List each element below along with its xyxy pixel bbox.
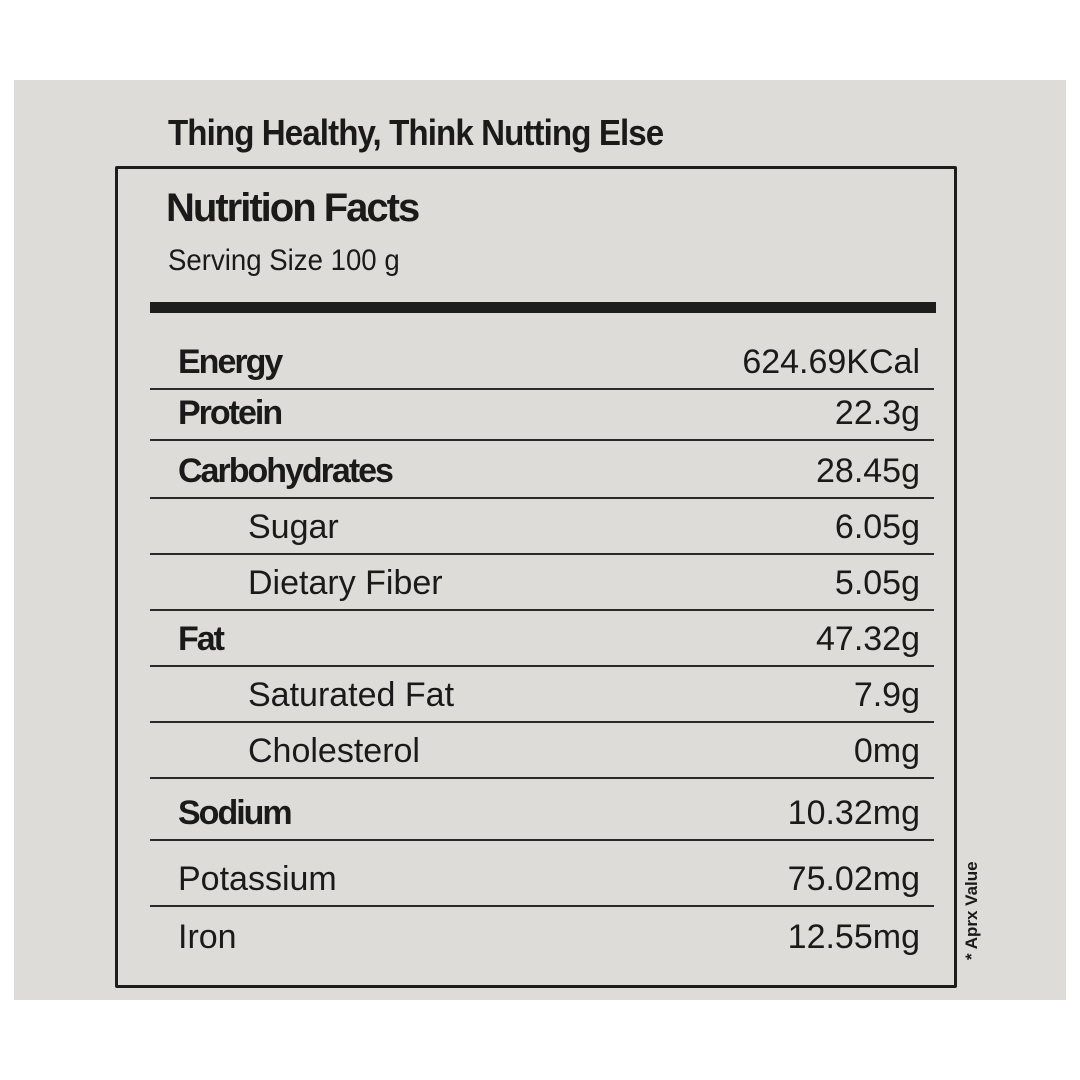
- nutrient-row-protein: Protein 22.3g: [150, 386, 934, 441]
- nutrient-value: 5.05g: [834, 564, 920, 602]
- nutrient-name: Saturated Fat: [248, 676, 455, 714]
- tagline: Thing Healthy, Think Nutting Else: [168, 112, 664, 153]
- label-background: [14, 80, 1066, 1000]
- nutrient-name: Cholesterol: [248, 732, 420, 770]
- nutrient-name: Sodium: [178, 794, 293, 832]
- nutrient-row-fat: Fat 47.32g: [150, 609, 934, 667]
- nutrient-name: Energy: [178, 343, 283, 381]
- nutrient-name: Sugar: [248, 508, 339, 546]
- nutrient-row-carbohydrates: Carbohydrates 28.45g: [150, 441, 934, 499]
- nutrient-row-potassium: Potassium 75.02mg: [150, 841, 934, 907]
- nutrition-facts-box: [115, 166, 957, 988]
- nutrient-row-energy: Energy 624.69KCal: [150, 332, 934, 390]
- nutrition-facts-title: Nutrition Facts: [166, 186, 420, 230]
- nutrient-value: 6.05g: [834, 508, 920, 546]
- nutrient-value: 7.9g: [853, 676, 920, 714]
- serving-size: Serving Size 100 g: [168, 244, 400, 277]
- nutrient-row-iron: Iron 12.55mg: [150, 907, 934, 963]
- approx-value-footnote: * Aprx Value: [962, 861, 981, 960]
- nutrient-name: Dietary Fiber: [248, 564, 443, 602]
- nutrient-row-sugar: Sugar 6.05g: [150, 497, 934, 555]
- nutrient-value: 0mg: [853, 732, 920, 770]
- thick-divider: [150, 302, 936, 313]
- nutrient-row-cholesterol: Cholesterol 0mg: [150, 721, 934, 779]
- nutrient-row-saturated-fat: Saturated Fat 7.9g: [150, 665, 934, 723]
- nutrient-name: Iron: [178, 918, 237, 956]
- nutrient-value: 624.69KCal: [742, 343, 920, 381]
- nutrient-value: 28.45g: [816, 452, 920, 490]
- nutrient-value: 22.3g: [834, 394, 920, 432]
- nutrient-value: 12.55mg: [787, 918, 920, 956]
- nutrient-name: Fat: [178, 620, 225, 658]
- nutrient-value: 75.02mg: [787, 860, 920, 898]
- nutrient-row-dietary-fiber: Dietary Fiber 5.05g: [150, 553, 934, 611]
- nutrient-row-sodium: Sodium 10.32mg: [150, 777, 934, 841]
- nutrient-name: Carbohydrates: [178, 452, 394, 490]
- nutrient-name: Protein: [178, 394, 283, 432]
- nutrient-value: 10.32mg: [787, 794, 920, 832]
- nutrient-value: 47.32g: [816, 620, 920, 658]
- nutrient-name: Potassium: [178, 860, 337, 898]
